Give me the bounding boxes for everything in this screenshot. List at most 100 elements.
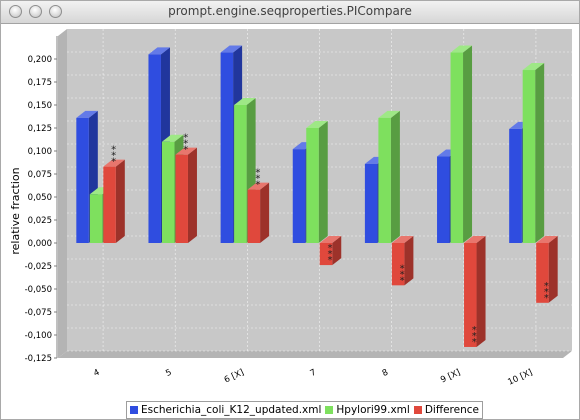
y-tick-label: -0,075	[25, 308, 52, 318]
marker-asterisk: *	[472, 337, 477, 348]
bar-side	[476, 236, 486, 347]
marker-asterisk: *	[328, 255, 333, 266]
bar-front	[234, 105, 247, 243]
bar: ***	[175, 133, 197, 243]
legend-label: Difference	[424, 404, 479, 416]
y-tick-label: 0,025	[28, 216, 52, 226]
y-tick-label: 0,200	[28, 55, 52, 65]
y-tick-label: 0,175	[28, 78, 52, 88]
bar-front	[161, 141, 175, 243]
bar: ***	[464, 236, 486, 348]
significance-marker: ***	[544, 281, 549, 304]
marker-asterisk: *	[544, 287, 549, 298]
x-tick-label: 6 [X]	[223, 368, 246, 386]
bar-top	[103, 159, 125, 167]
bar-top	[464, 236, 486, 243]
marker-asterisk: *	[400, 275, 405, 286]
bar-side	[318, 121, 328, 243]
bar: ***	[536, 236, 558, 304]
bar-top	[450, 45, 473, 53]
bar-side	[260, 182, 270, 243]
bar-top	[522, 63, 545, 71]
bar	[522, 63, 545, 243]
marker-asterisk: *	[400, 263, 405, 274]
y-tick-label: -0,025	[25, 262, 52, 272]
chart-legend: Escherichia_coli_K12_updated.xml Hpylori9…	[126, 401, 483, 419]
bar-top	[220, 45, 243, 53]
x-tick-label: 7	[309, 368, 318, 379]
bar-front	[378, 117, 391, 243]
marker-asterisk: *	[544, 293, 549, 304]
bar-front	[103, 166, 116, 243]
window-title: prompt.engine.seqproperties.PICompare	[168, 4, 412, 18]
x-axis: 4 5 6 [X] 7 8 9 [X] 10 [X]	[92, 368, 534, 388]
y-tick-label: 0,150	[28, 101, 52, 111]
legend-item: Difference	[413, 404, 479, 416]
bar-front	[450, 52, 464, 243]
marker-asterisk: *	[183, 133, 188, 144]
bar-chart: relative fraction 0,2000,1750,1500,1250,…	[9, 29, 572, 388]
bar-top	[148, 47, 170, 55]
y-tick-label: 0,000	[28, 239, 52, 249]
marker-asterisk: *	[111, 151, 116, 162]
x-tick-label: 4	[92, 368, 101, 379]
bar-side	[115, 159, 125, 243]
bar-side	[390, 110, 400, 243]
bar-front	[175, 154, 188, 243]
marker-asterisk: *	[183, 139, 188, 150]
bar: ***	[247, 168, 270, 243]
marker-asterisk: *	[472, 331, 477, 342]
bar: ***	[319, 236, 342, 266]
plot-floor	[58, 351, 572, 358]
bar-front	[89, 194, 103, 243]
bar-front	[364, 163, 378, 243]
bar-top	[247, 182, 270, 190]
bar-top	[378, 110, 400, 118]
y-tick-label: 0,050	[28, 193, 52, 203]
x-tick-label: 5	[164, 368, 173, 379]
close-window-button[interactable]	[9, 5, 22, 18]
bar-side	[548, 236, 558, 303]
bar-top	[391, 236, 414, 243]
marker-asterisk: *	[472, 325, 477, 336]
legend-swatch	[130, 406, 138, 414]
legend-swatch	[413, 406, 422, 414]
x-tick-label: 9 [X]	[439, 368, 462, 386]
bar	[378, 110, 400, 243]
bar-front	[247, 189, 261, 243]
bar-side	[463, 45, 473, 243]
bar-top	[306, 121, 328, 128]
title-bar[interactable]: prompt.engine.seqproperties.PICompare	[1, 1, 579, 24]
bar-top	[234, 98, 256, 105]
bar-top	[319, 236, 342, 243]
bar-front	[76, 117, 89, 243]
bar-side	[332, 236, 342, 266]
bar-top	[76, 110, 98, 118]
bar-top	[536, 236, 558, 243]
legend-swatch	[325, 406, 334, 414]
bar-front	[220, 52, 234, 243]
y-tick-label: 0,100	[28, 147, 52, 157]
bar-front	[536, 243, 549, 303]
legend-item: Escherichia_coli_K12_updated.xml	[130, 404, 321, 416]
minimize-window-button[interactable]	[29, 5, 42, 18]
y-tick-label: -0,125	[25, 354, 52, 364]
legend-item: Hpylori99.xml	[325, 404, 410, 416]
marker-asterisk: *	[544, 281, 549, 292]
y-axis: 0,200 0,175 0,150 0,125 0,100 0,075 0,050 0,025…	[25, 36, 58, 364]
bar-front	[306, 128, 319, 243]
zoom-window-button[interactable]	[49, 5, 62, 18]
bar-front	[292, 149, 306, 243]
bar	[450, 45, 473, 243]
significance-marker: ***	[255, 168, 260, 191]
marker-asterisk: *	[255, 180, 260, 191]
y-tick-label: -0,100	[25, 331, 52, 341]
marker-asterisk: *	[111, 157, 116, 168]
bar	[306, 121, 328, 243]
bar-front	[148, 54, 161, 244]
x-tick-label: 8	[381, 368, 390, 379]
significance-marker: ***	[111, 145, 116, 168]
bar-side	[404, 236, 414, 286]
significance-marker: ***	[472, 325, 477, 348]
